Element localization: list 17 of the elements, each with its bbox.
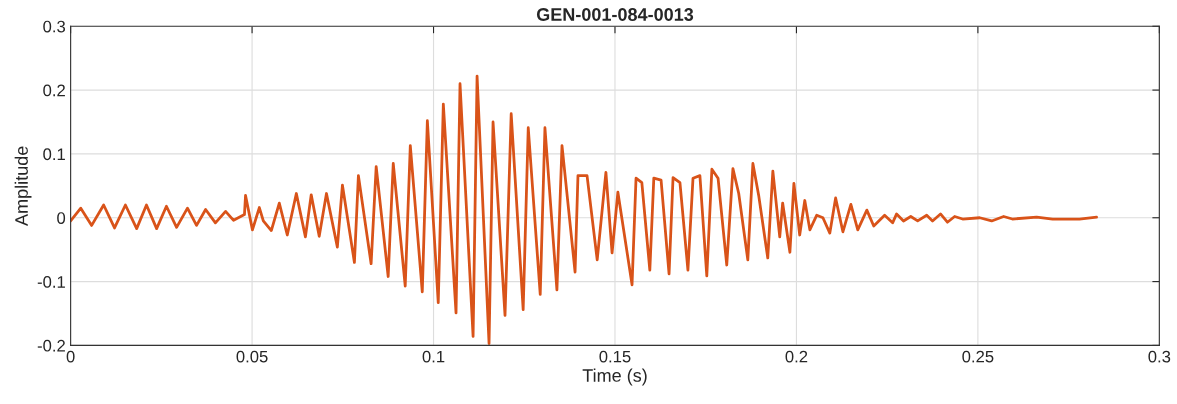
line-series (70, 74, 1098, 345)
x-tick-label: 0 (66, 350, 75, 363)
x-tick-label: 0.2 (785, 350, 808, 363)
x-tick-label: 0.15 (599, 350, 631, 363)
y-axis-title: Amplitude (14, 146, 32, 226)
x-tick-label: 0.1 (422, 350, 445, 363)
chart-title: GEN-001-084-0013 (536, 8, 694, 21)
x-axis-title: Time (s) (582, 368, 647, 386)
y-tick-label: 0 (57, 212, 66, 224)
x-tick-label: 0.3 (1148, 350, 1171, 363)
x-tick-label: 0.05 (236, 350, 268, 363)
y-tick-label: 0.1 (43, 148, 65, 161)
y-tick-label: -0.2 (37, 339, 65, 352)
y-tick-label: 0.3 (43, 20, 66, 33)
y-tick-label: 0.2 (43, 84, 65, 97)
y-tick-label: -0.1 (37, 275, 65, 288)
x-tick-label: 0.25 (962, 350, 994, 363)
